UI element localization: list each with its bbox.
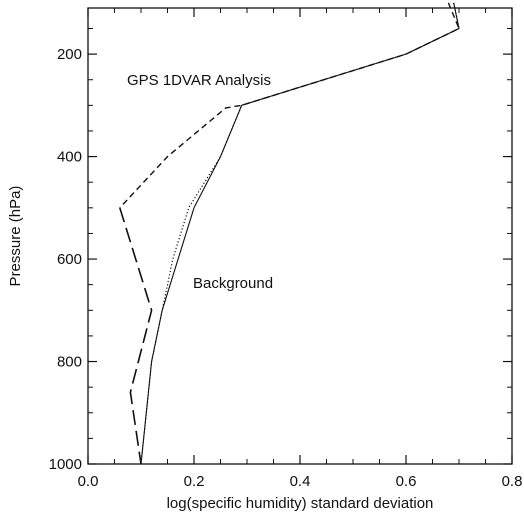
x-tick-label: 0.4 [290, 473, 311, 490]
x-axis-title: log(specific humidity) standard deviatio… [167, 495, 434, 512]
y-tick-label: 200 [57, 46, 82, 63]
y-tick-label: 400 [57, 149, 82, 166]
y-tick-label: 800 [57, 354, 82, 371]
background-annotation: Background [193, 275, 273, 292]
y-tick-label: 1000 [49, 456, 82, 473]
tick-labels: 0.0 0.2 0.4 0.6 0.8 200 400 600 800 1000 [49, 46, 523, 490]
series-long-dash-line [119, 207, 153, 465]
y-tick-label: 600 [57, 251, 82, 268]
series-layer [119, 2, 460, 465]
series-short-dash-line [119, 2, 460, 209]
x-tick-label: 0.0 [78, 473, 99, 490]
x-tick-label: 0.2 [184, 473, 205, 490]
x-tick-label: 0.6 [396, 473, 417, 490]
analysis-annotation: GPS 1DVAR Analysis [127, 72, 271, 89]
y-axis-title: Pressure (hPa) [7, 186, 24, 287]
series-dotted-line [140, 2, 460, 465]
x-tick-label: 0.8 [502, 473, 523, 490]
